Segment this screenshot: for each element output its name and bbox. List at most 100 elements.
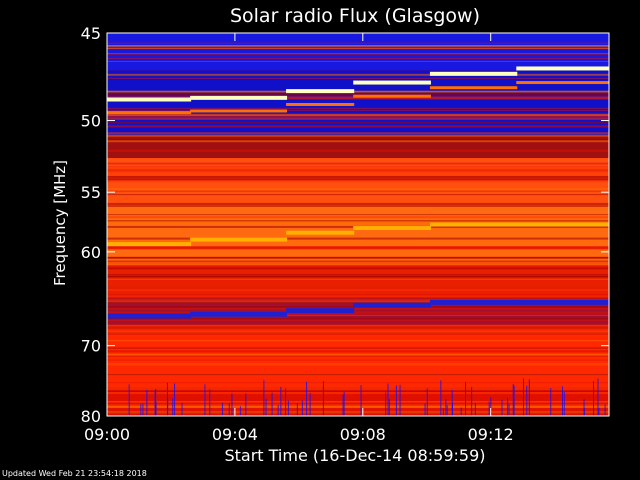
texture-stripe xyxy=(107,166,609,168)
speckle xyxy=(146,389,148,416)
texture-stripe xyxy=(107,403,609,405)
speckle xyxy=(239,406,241,416)
speckle xyxy=(181,402,183,416)
texture-stripe xyxy=(107,260,609,262)
bright-band-shadow xyxy=(190,109,288,113)
texture-stripe xyxy=(107,178,609,181)
texture-stripe xyxy=(107,351,609,354)
texture-stripe xyxy=(107,364,609,366)
texture-stripe xyxy=(107,289,609,292)
texture-stripe xyxy=(107,162,609,165)
speckle xyxy=(245,393,247,416)
texture-stripe xyxy=(107,117,609,120)
texture-stripe xyxy=(107,293,609,295)
speckle xyxy=(277,404,279,416)
texture-stripe xyxy=(107,332,609,335)
speckle xyxy=(446,405,448,416)
texture-stripe xyxy=(107,98,609,100)
texture-stripe xyxy=(107,114,609,117)
bright-band xyxy=(429,71,518,76)
texture-stripe xyxy=(107,53,609,55)
texture-stripe xyxy=(107,181,609,183)
speckle xyxy=(488,401,490,416)
speckle xyxy=(174,383,176,416)
texture-stripe xyxy=(107,256,609,259)
yellow-band xyxy=(286,230,355,235)
y-tick-label: 70 xyxy=(81,337,101,356)
bright-band xyxy=(190,95,288,100)
texture-stripe xyxy=(107,388,609,390)
speckle xyxy=(280,386,282,416)
y-axis: 45 50 55 60 70 80 xyxy=(81,24,609,426)
x-tick-label: 09:12 xyxy=(468,425,514,444)
texture-stripe xyxy=(107,45,609,48)
plot-frame xyxy=(106,32,610,417)
speckle xyxy=(306,381,308,416)
speckle xyxy=(140,404,142,416)
speckle xyxy=(460,407,462,416)
texture-stripe xyxy=(107,132,609,135)
speckle xyxy=(424,403,426,416)
texture-stripe xyxy=(107,327,609,329)
speckle xyxy=(154,390,156,416)
texture-stripe xyxy=(107,214,609,216)
speckle xyxy=(399,384,401,416)
texture-stripe xyxy=(107,328,609,330)
texture-stripe xyxy=(107,258,609,261)
speckle xyxy=(490,397,492,416)
texture-stripe xyxy=(107,149,609,152)
texture-stripe xyxy=(107,93,609,95)
texture-stripe xyxy=(107,390,609,392)
texture-stripe xyxy=(107,354,609,356)
texture-stripe xyxy=(107,299,609,302)
speckle xyxy=(322,380,324,416)
texture-stripe xyxy=(107,205,609,207)
texture-stripe xyxy=(107,176,609,178)
speckle xyxy=(221,402,223,416)
texture-stripe xyxy=(107,188,609,191)
texture-stripe xyxy=(107,387,609,389)
texture-stripe xyxy=(107,409,609,411)
texture-stripe xyxy=(107,361,609,363)
texture-stripe xyxy=(107,334,609,336)
speckle xyxy=(204,384,206,416)
speckle xyxy=(583,407,585,416)
band-orange-mid xyxy=(107,204,609,263)
dark-band xyxy=(353,302,431,308)
speckle xyxy=(440,380,442,416)
texture-stripe xyxy=(107,134,609,137)
speckle xyxy=(508,403,510,416)
heatmap-area xyxy=(107,33,609,416)
texture-stripe xyxy=(107,410,609,412)
speckle xyxy=(342,394,344,416)
speckle xyxy=(550,388,552,416)
texture-stripe xyxy=(107,168,609,171)
texture-stripe xyxy=(107,194,609,196)
texture-stripe xyxy=(107,319,609,321)
texture-stripe xyxy=(107,274,609,276)
speckle xyxy=(604,404,606,416)
bright-band-shadow xyxy=(286,102,355,106)
speckle xyxy=(209,389,211,416)
speckle xyxy=(343,391,345,416)
bright-band xyxy=(107,97,192,102)
speckle xyxy=(593,381,595,416)
chart-title: Solar radio Flux (Glasgow) xyxy=(230,5,480,27)
x-axis: 09:00 09:04 09:08 09:12 xyxy=(84,33,514,444)
texture-stripe xyxy=(107,42,609,44)
texture-stripe xyxy=(107,48,609,50)
speckle xyxy=(231,393,233,416)
speckle xyxy=(507,397,509,416)
speckle xyxy=(285,388,287,416)
speckle xyxy=(142,403,144,416)
texture-stripe xyxy=(107,237,609,240)
speckle xyxy=(451,402,453,416)
texture-stripe xyxy=(107,412,609,414)
texture-stripe xyxy=(107,57,609,59)
texture-stripe xyxy=(107,274,609,276)
texture-stripe xyxy=(107,382,609,384)
y-tick-label: 55 xyxy=(81,183,101,202)
texture-stripe xyxy=(107,126,609,128)
speckle xyxy=(155,401,157,416)
texture-stripe xyxy=(107,287,609,289)
